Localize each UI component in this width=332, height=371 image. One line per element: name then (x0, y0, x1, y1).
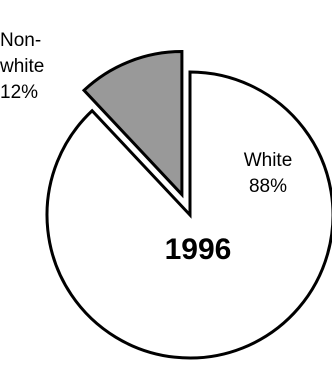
chart-title: 1996 (164, 233, 232, 266)
slice-label-nonwhite-line2: white (0, 56, 45, 77)
slice-label-white: White 88% (236, 148, 300, 200)
slice-label-nonwhite-line1: Non- (0, 30, 42, 51)
pie-slice-white (45, 70, 332, 360)
slice-label-white-name: White (243, 150, 293, 171)
slice-label-white-value: 88% (248, 176, 288, 197)
pie-slice-nonwhite (81, 50, 184, 199)
slice-label-nonwhite: Non- white 12% (0, 28, 70, 106)
slice-label-nonwhite-value: 12% (0, 82, 39, 103)
